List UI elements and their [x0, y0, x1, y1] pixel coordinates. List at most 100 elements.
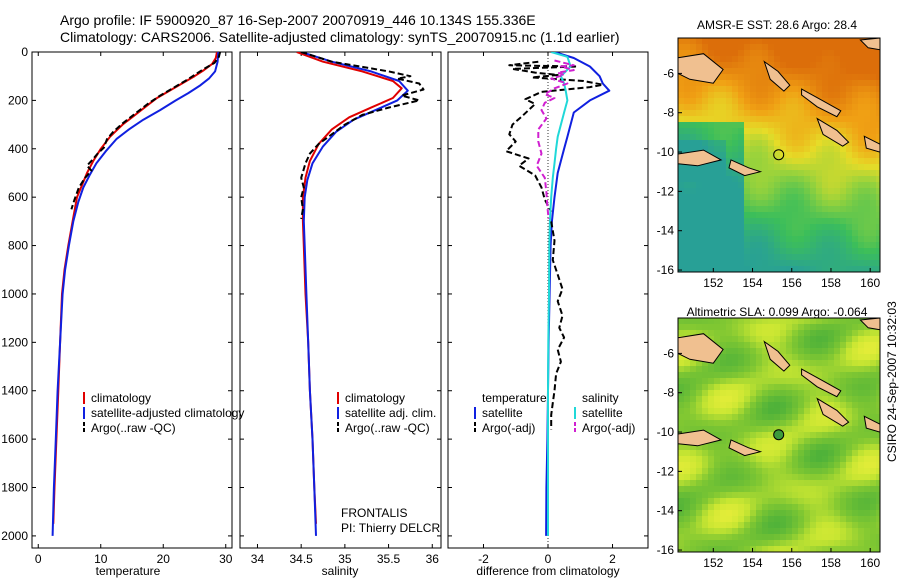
map-cell [702, 396, 709, 403]
map-cell [744, 98, 751, 105]
map-cell [798, 176, 805, 183]
map-cell [822, 50, 829, 57]
map-cell [774, 546, 781, 552]
map-cell [684, 128, 691, 135]
map-cell [744, 336, 751, 343]
map-cell [864, 546, 871, 552]
map-cell [846, 420, 853, 427]
map-cell [864, 104, 871, 111]
map-cell [744, 498, 751, 505]
map-cell [870, 260, 877, 267]
map-cell [792, 44, 799, 51]
map-cell [678, 134, 685, 141]
map-cell [750, 182, 757, 189]
map-cell [732, 50, 739, 57]
map-cell [774, 218, 781, 225]
map-cell [768, 438, 775, 445]
map-lat-tick-label: -6 [663, 346, 674, 360]
map-cell [816, 128, 823, 135]
map-cell [786, 236, 793, 243]
map-cell [720, 384, 727, 391]
map-cell [852, 146, 859, 153]
map-lat-tick-label: -6 [663, 66, 674, 80]
map-cell [852, 372, 859, 379]
map-cell [708, 546, 715, 552]
map-cell [786, 384, 793, 391]
map-cell [750, 468, 757, 475]
map-cell [678, 224, 685, 231]
map-lat-tick-label: -12 [657, 464, 675, 478]
map-cell [858, 230, 865, 237]
map-cell [798, 146, 805, 153]
map-cell [792, 158, 799, 165]
map-cell [720, 480, 727, 487]
map-cell [852, 534, 859, 541]
map-cell [810, 390, 817, 397]
map-cell [768, 336, 775, 343]
map-cell [744, 534, 751, 541]
map-cell [726, 432, 733, 439]
map-cell [738, 462, 745, 469]
map-cell [876, 450, 880, 457]
map-cell [816, 170, 823, 177]
map-cell [762, 188, 769, 195]
map-cell [696, 516, 703, 523]
map-cell [792, 540, 799, 547]
map-cell [864, 354, 871, 361]
map-cell [876, 236, 880, 243]
map-cell [678, 248, 685, 255]
map-cell [750, 324, 757, 331]
map-cell [786, 504, 793, 511]
map-cell [726, 510, 733, 517]
map-cell [714, 98, 721, 105]
map-cell [744, 134, 751, 141]
map-cell [804, 330, 811, 337]
map-cell [756, 170, 763, 177]
map-cell [720, 170, 727, 177]
map-cell [876, 492, 880, 499]
map-cell [816, 348, 823, 355]
map-cell [780, 336, 787, 343]
map-cell [870, 516, 877, 523]
map-cell [858, 206, 865, 213]
map-cell [732, 420, 739, 427]
map-cell [876, 534, 880, 541]
map-cell [870, 134, 877, 141]
map-cell [840, 200, 847, 207]
map-cell [810, 474, 817, 481]
map-cell [822, 182, 829, 189]
map-cell [768, 546, 775, 552]
map-cell [738, 266, 745, 272]
map-cell [876, 474, 880, 481]
map-cell [702, 318, 709, 325]
map-cell [864, 92, 871, 99]
map-cell [774, 56, 781, 63]
map-cell [738, 474, 745, 481]
map-cell [720, 390, 727, 397]
header-title-line-2: Climatology: CARS2006. Satellite-adjuste… [60, 29, 620, 45]
map-cell [744, 122, 751, 129]
map-cell [756, 224, 763, 231]
map-cell [750, 236, 757, 243]
map-cell [684, 402, 691, 409]
map-cell [804, 402, 811, 409]
map-cell [762, 38, 769, 45]
map-cell [738, 92, 745, 99]
map-cell [768, 372, 775, 379]
map-cell [846, 74, 853, 81]
map-cell [786, 176, 793, 183]
map-cell [762, 324, 769, 331]
map-cell [708, 230, 715, 237]
map-cell [762, 200, 769, 207]
map-cell [678, 354, 685, 361]
map-cell [714, 146, 721, 153]
map-cell [846, 224, 853, 231]
map-cell [732, 330, 739, 337]
map-cell [858, 348, 865, 355]
map-cell [804, 354, 811, 361]
map-cell [816, 324, 823, 331]
map-cell [714, 218, 721, 225]
map-cell [858, 242, 865, 249]
map-lat-tick-label: -10 [657, 425, 675, 439]
